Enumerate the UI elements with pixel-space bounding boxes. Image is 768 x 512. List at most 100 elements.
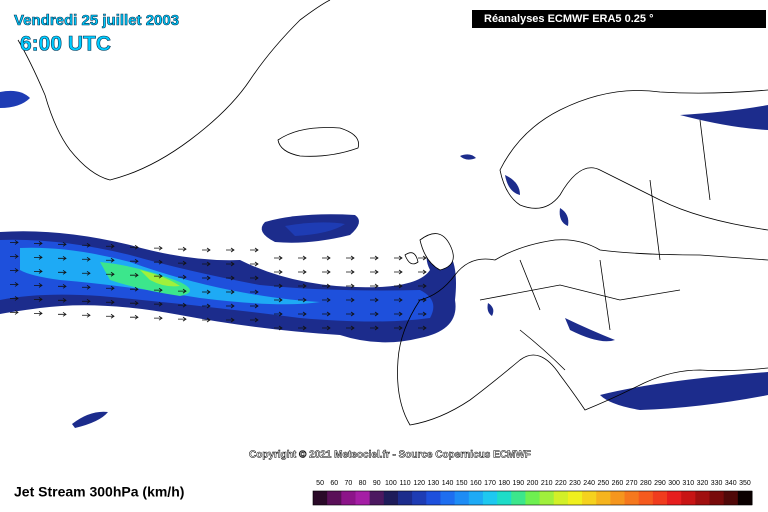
colorbar-swatch [426,491,441,505]
wind-arrow [10,310,19,315]
wind-arrow [418,325,427,331]
wind-arrow [346,283,355,289]
wind-arrow [346,311,355,317]
wind-arrow [130,286,139,292]
colorbar-swatch [667,491,682,505]
wind-arrow [106,257,115,263]
wind-arrow [58,283,67,289]
wind-arrow [34,241,43,246]
wind-arrow [106,243,115,249]
colorbar-label: 150 [456,480,468,487]
colorbar-label: 330 [711,480,723,487]
colorbar-swatch [709,491,725,505]
wind-arrow [178,288,187,294]
wind-arrow [34,269,43,274]
wind-arrow [226,247,235,253]
wind-arrow [250,261,259,267]
wind-arrow [154,301,163,307]
wind-arrow [202,317,211,323]
colorbar-swatch [582,491,597,505]
colorbar-label: 340 [725,480,737,487]
colorbar-swatch [737,491,753,505]
colorbar-label: 160 [470,480,482,487]
coastlines [17,0,768,426]
wind-arrow [178,274,187,280]
wind-arrow [226,303,235,309]
colorbar-label: 180 [498,480,510,487]
jet-field [0,90,768,428]
wind-arrow [58,241,67,247]
time: 6:00 UTC [20,33,111,56]
wind-arrow [130,272,139,278]
colorbar-swatch [383,491,399,505]
colorbar-label: 270 [626,480,638,487]
wind-arrows [10,240,427,331]
wind-arrow [298,269,307,275]
wind-arrow [394,325,403,331]
colorbar-frame [312,490,753,506]
wind-arrow [82,312,91,318]
colorbar-label: 130 [428,480,440,487]
wind-arrow [370,311,379,317]
wind-arrow [106,271,115,277]
wind-arrow [34,311,43,316]
colorbar-label: 60 [330,480,338,487]
date: Vendredi 25 juillet 2003 [14,12,179,29]
colorbar-swatch [369,491,385,505]
wind-arrow [82,298,91,304]
colorbar-swatch [327,491,342,505]
colorbar-swatch [497,491,512,505]
wind-arrow [370,269,379,275]
colorbar-swatch [511,491,526,505]
wind-arrow [130,300,139,306]
wind-arrow [322,269,331,275]
wind-arrow [298,255,307,261]
colorbar-label: 170 [484,480,496,487]
wind-arrow [250,303,259,309]
wind-arrow [370,325,379,331]
colorbar-swatch [567,491,583,505]
wind-arrow [154,315,163,321]
wind-arrow [154,259,163,265]
wind-arrow [346,325,355,331]
colorbar-label: 260 [612,480,624,487]
copyright: Copyright © 2021 Meteociel.fr - Source C… [249,450,531,461]
colorbar-swatch [652,491,668,505]
colorbar-label: 110 [399,480,410,487]
colorbar-swatch [638,491,654,505]
colorbar-label: 70 [345,480,353,487]
colorbar-swatch [539,491,555,505]
colorbar-label: 300 [668,480,680,487]
colorbar: 50 60 70 80 90 100 110 120 130 140 150 160 170 180 190… [312,480,753,506]
colorbar-label: 350 [739,480,751,487]
wind-arrow [178,246,187,252]
colorbar-swatch [596,491,611,505]
wind-arrow [130,258,139,264]
wind-arrow [274,325,283,331]
wind-arrow [130,314,139,320]
colorbar-label: 190 [512,480,524,487]
colorbar-swatch [482,491,498,505]
wind-arrow [346,255,355,261]
wind-arrow [322,297,331,303]
wind-arrow [34,283,43,288]
colorbar-label: 90 [373,480,381,487]
wind-arrow [82,270,91,276]
wind-arrow [106,299,115,305]
colorbar-swatch [553,491,569,505]
colorbar-label: 120 [413,480,425,487]
colorbar-swatch [412,491,427,505]
wind-arrow [298,311,307,317]
colorbar-label: 240 [583,480,595,487]
wind-arrow [418,283,427,289]
wind-arrow [106,285,115,291]
colorbar-label: 80 [359,480,367,487]
wind-arrow [154,273,163,279]
wind-arrow [322,325,331,331]
wind-arrow [226,317,235,323]
wind-arrow [274,297,283,303]
wind-arrow [10,254,19,259]
wind-arrow [226,275,235,281]
wind-arrow [82,284,91,290]
wind-arrow [202,247,211,253]
